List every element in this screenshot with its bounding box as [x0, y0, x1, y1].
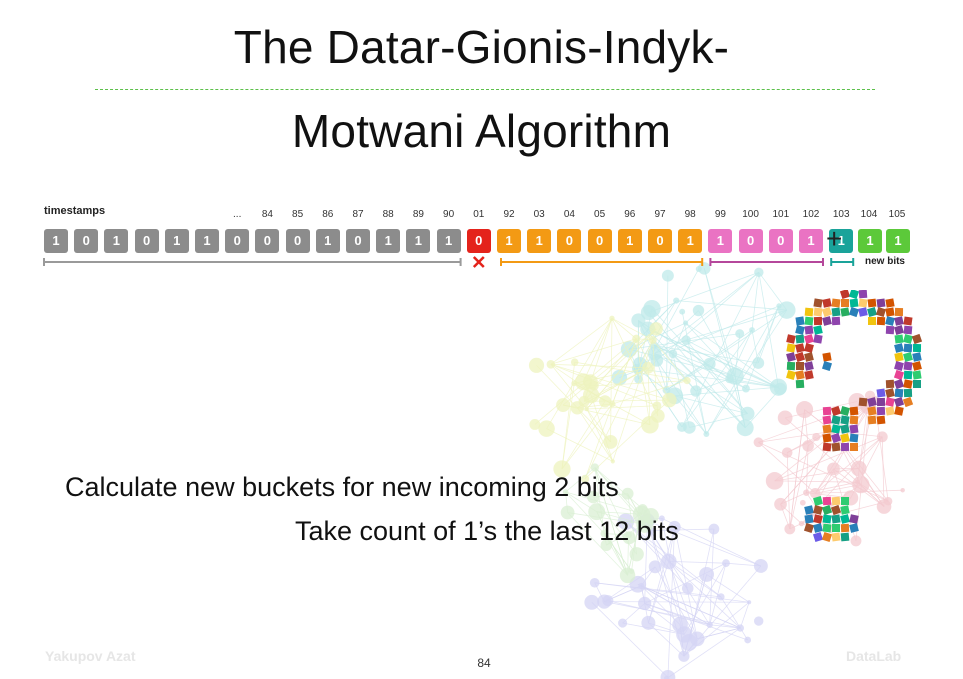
- bit-box: 1: [44, 229, 68, 253]
- timestamp-tick: 99: [714, 209, 726, 220]
- bit-box: 0: [738, 229, 763, 253]
- timestamp-tick: 92: [503, 209, 515, 220]
- message-line-1: Calculate new buckets for new incoming 2…: [65, 472, 619, 502]
- bit-box: 0: [587, 229, 612, 253]
- bit-box: 0: [285, 229, 310, 253]
- new-bit-box: 1: [858, 229, 882, 253]
- bit-box: 0: [134, 229, 159, 253]
- message-line-2: Take count of 1’s the last 12 bits: [295, 516, 679, 546]
- timestamp-tick: 87: [352, 209, 364, 220]
- bit-box: 1: [195, 229, 219, 253]
- timestamp-tick: 84: [261, 209, 273, 220]
- timestamp-tick: 85: [292, 209, 304, 220]
- bit-box: 1: [164, 229, 189, 253]
- plus-sign: +: [826, 223, 843, 254]
- timestamp-tick: 04: [563, 209, 575, 220]
- timestamp-tick: 90: [443, 209, 455, 220]
- footer-lab: DataLab: [846, 648, 902, 664]
- title-line-2: Motwani Algorithm: [291, 105, 672, 157]
- timestamp-tick: 96: [624, 209, 636, 220]
- bit-box: 1: [799, 229, 823, 253]
- bit-box: 0: [74, 229, 99, 253]
- timestamp-tick: ...: [233, 209, 242, 220]
- network-cluster: [528, 315, 691, 484]
- bucket-brackets: [43, 256, 855, 268]
- bit-box: 1: [376, 229, 401, 253]
- bit-box: 0: [466, 229, 491, 253]
- bucket-bracket-pink: [709, 258, 824, 266]
- bit-box: 0: [346, 229, 370, 253]
- timestamp-tick: 101: [772, 209, 790, 220]
- network-cluster: [584, 513, 768, 679]
- network-cluster: [560, 463, 659, 584]
- bit-box: 1: [315, 229, 340, 253]
- question-mark-icon: [786, 290, 923, 543]
- timestamp-tick: 103: [832, 209, 850, 220]
- timestamp-tick: 100: [742, 209, 759, 220]
- timestamp-tick: 102: [802, 209, 820, 220]
- bucket-bracket-teal: [830, 258, 855, 266]
- bit-box: 1: [436, 229, 461, 253]
- expired-cross-icon: [472, 256, 485, 268]
- footer-author: Yakupov Azat: [45, 648, 136, 664]
- network-cluster: [753, 390, 905, 547]
- bit-box: 1: [829, 229, 854, 253]
- bit-box: 1: [497, 229, 521, 253]
- title-divider: [95, 89, 875, 90]
- timestamp-tick: 89: [412, 209, 424, 220]
- bit-box: 0: [557, 229, 582, 253]
- timestamp-tick: 97: [654, 209, 666, 220]
- timestamps-label: timestamps: [44, 205, 106, 217]
- old-window-bracket: [43, 258, 462, 266]
- new-timestamp-tick: 104: [860, 209, 878, 220]
- bit-box: 1: [104, 229, 129, 253]
- bit-box: 1: [678, 229, 703, 253]
- bit-box: 1: [527, 229, 552, 253]
- new-bit-box: 1: [886, 229, 910, 253]
- new-timestamp-tick: 105: [888, 209, 906, 220]
- bit-box: 0: [225, 229, 250, 253]
- timestamp-tick: 86: [322, 209, 334, 220]
- timestamp-tick: 03: [533, 209, 545, 220]
- bit-box: 0: [768, 229, 793, 253]
- bit-box: 1: [406, 229, 431, 253]
- timestamp-tick: 01: [473, 209, 485, 220]
- bit-box: 0: [255, 229, 280, 253]
- bucket-bracket-orange: [500, 258, 704, 266]
- page-number: 84: [477, 656, 491, 670]
- bit-box: 0: [648, 229, 672, 253]
- title-line-1: The Datar-Gionis-Indyk-: [233, 21, 730, 73]
- bit-box: 1: [617, 229, 642, 253]
- timestamp-tick: 05: [594, 209, 606, 220]
- timestamp-tick: 88: [382, 209, 394, 220]
- timestamp-tick: 98: [684, 209, 696, 220]
- new-bits-label: new bits: [864, 256, 905, 267]
- bit-box: 1: [708, 229, 733, 253]
